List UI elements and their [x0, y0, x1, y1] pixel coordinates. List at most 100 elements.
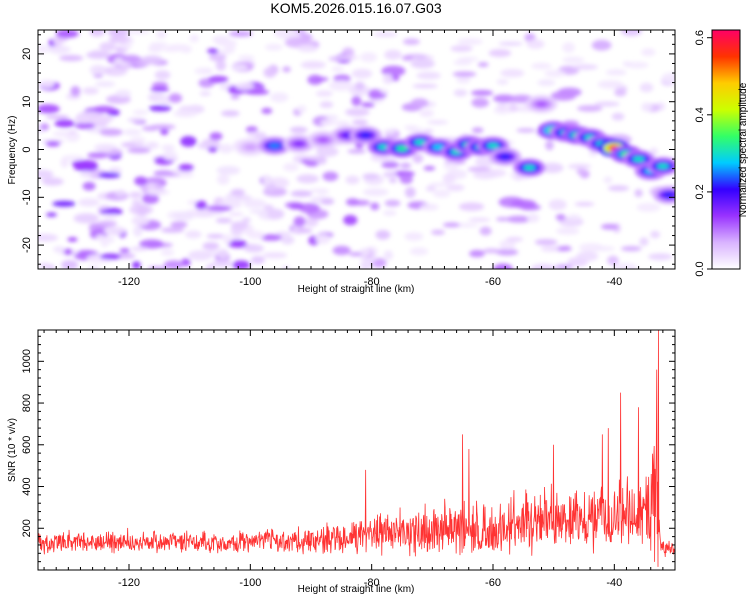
spectral-blob	[148, 105, 172, 112]
spectrogram-x-tick-label: -80	[364, 276, 380, 288]
spectral-blob	[576, 168, 586, 175]
spectral-blob	[87, 152, 109, 159]
snr-x-tick-label: -120	[118, 577, 140, 589]
spectral-blob	[243, 244, 264, 253]
spectral-blob	[82, 87, 99, 95]
spectral-blob	[293, 216, 306, 227]
spectral-blob	[315, 156, 327, 165]
spectral-blob	[576, 251, 599, 262]
spectral-blob	[162, 150, 178, 161]
spectral-blob	[41, 177, 64, 186]
colorbar-tick-label: 0.2	[694, 184, 706, 199]
spectral-blob	[338, 55, 359, 60]
spectral-blob	[382, 73, 394, 85]
spectral-blob	[493, 263, 513, 269]
spectral-blob	[217, 249, 229, 260]
spectral-blob	[38, 169, 54, 179]
spectral-blob	[209, 53, 227, 62]
spectral-blob	[622, 61, 632, 67]
spectral-blob	[86, 51, 111, 59]
spectral-blob	[506, 236, 523, 242]
spectral-blob	[244, 89, 270, 95]
spectral-blob	[142, 193, 159, 204]
spectral-blob	[117, 42, 132, 50]
spectral-blob	[607, 185, 630, 192]
ridge-core	[499, 153, 512, 160]
spectral-blob	[548, 199, 567, 211]
spectral-blob	[591, 39, 612, 51]
snr-frame	[37, 329, 676, 571]
spectral-blob	[555, 264, 574, 269]
spectral-blob	[38, 104, 60, 114]
spectral-blob	[79, 171, 93, 178]
spectral-blob	[446, 184, 465, 192]
spectral-blob	[280, 235, 295, 245]
spectral-blob	[408, 127, 426, 134]
spectral-blob	[375, 230, 391, 240]
spectral-blob	[115, 189, 127, 197]
spectral-blob	[594, 101, 620, 107]
spectral-blob	[471, 97, 490, 108]
spectral-blob	[562, 56, 585, 64]
spectral-blob	[334, 120, 350, 127]
spectral-blob	[298, 203, 320, 214]
spectral-blob	[123, 129, 142, 136]
spectral-blob	[151, 81, 169, 89]
spectrogram-x-tick-label: -100	[239, 276, 261, 288]
spectrogram-y-axis-label: Frequency (Hz)	[7, 116, 18, 185]
spectral-blob	[160, 227, 185, 233]
spectral-blob	[222, 234, 232, 245]
ridge-core	[268, 142, 281, 149]
spectral-blob	[442, 173, 456, 184]
spectral-blob	[541, 162, 564, 174]
spectral-blob	[202, 242, 220, 251]
spectral-blob	[526, 213, 540, 223]
spectral-blob	[404, 186, 416, 198]
spectral-blob	[195, 200, 208, 210]
ridge-core	[396, 145, 408, 152]
ridge-core	[632, 156, 645, 163]
spectral-blob	[260, 234, 283, 241]
colorbar-gradient	[711, 29, 741, 270]
spectral-blob	[469, 249, 485, 258]
ridge-core	[535, 101, 548, 108]
spectral-blob	[399, 174, 413, 185]
spectrogram-x-tick-label: -120	[118, 276, 140, 288]
spectral-blob	[320, 119, 336, 126]
spectral-blob	[211, 260, 233, 268]
spectral-blob	[641, 102, 653, 112]
spectral-blob	[115, 89, 132, 98]
spectral-blob	[499, 239, 516, 250]
spectral-blob	[189, 34, 200, 43]
spectral-blob	[208, 75, 229, 84]
spectral-blob	[60, 157, 69, 168]
spectral-blob	[493, 94, 516, 103]
spectral-blob	[516, 128, 536, 133]
spectral-blob	[498, 41, 523, 46]
spectral-blob	[168, 93, 183, 103]
spectral-blob	[87, 265, 101, 269]
spectral-blob	[383, 129, 397, 135]
spectral-blob	[54, 119, 75, 128]
snr-x-tick-label: -80	[364, 577, 380, 589]
spectral-blob	[345, 108, 370, 117]
snr-y-tick-label: 600	[21, 436, 33, 454]
spectral-blob	[104, 226, 126, 236]
spectral-blob	[127, 117, 145, 123]
spectral-blob	[195, 211, 215, 218]
spectral-blob	[567, 214, 581, 220]
spectral-blob	[496, 102, 508, 111]
spectral-blob	[232, 260, 251, 269]
spectral-blob	[412, 153, 424, 164]
colorbar-tick-label: 0.0	[694, 261, 706, 276]
spectral-blob	[370, 202, 380, 211]
spectral-blob	[185, 230, 202, 239]
snr-panel: -120 -100 -80 -60 -40 200 400 600 800 1000 Height…	[7, 329, 676, 595]
spectral-blob	[550, 91, 577, 101]
ridge-core	[244, 144, 257, 151]
spectral-blob	[235, 82, 255, 91]
spectral-blob	[130, 246, 148, 251]
spectral-blob	[61, 260, 79, 269]
spectral-blob	[129, 191, 143, 199]
